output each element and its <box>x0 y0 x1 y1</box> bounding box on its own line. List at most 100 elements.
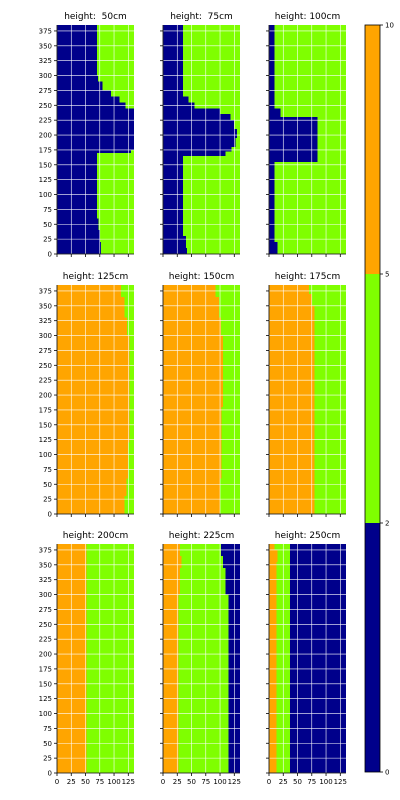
panel-title: height: 250cm <box>275 531 340 541</box>
y-tick-label: 275 <box>39 347 52 355</box>
heatmap-cell <box>221 406 240 479</box>
heatmap-cell <box>127 317 134 336</box>
x-tick-label: 100 <box>107 778 120 786</box>
colorbar-tick-label: 2 <box>385 520 389 528</box>
panel-title: height: 75cm <box>170 12 233 22</box>
y-tick-label: 200 <box>39 392 52 400</box>
x-tick-label: 125 <box>334 778 347 786</box>
colorbar-segment <box>365 274 380 523</box>
heatmap-cell <box>163 96 189 103</box>
colorbar-frame <box>364 24 381 773</box>
y-tick-label: 225 <box>39 636 52 644</box>
heatmap-cell <box>57 335 130 443</box>
heatmap-cell <box>237 129 240 139</box>
y-tick-label: 350 <box>39 561 52 569</box>
y-tick-label: 0 <box>48 770 52 778</box>
y-tick-label: 125 <box>39 176 52 184</box>
heatmap-cell <box>126 478 134 497</box>
colorbar-tick-label: 0 <box>385 769 389 777</box>
y-tick-label: 100 <box>39 451 52 459</box>
panel-title: height: 225cm <box>169 531 234 541</box>
heatmap-cell <box>290 544 346 550</box>
panel-title: height: 50cm <box>64 12 127 22</box>
x-tick-label: 50 <box>293 778 302 786</box>
y-tick-label: 250 <box>39 102 52 110</box>
x-tick-label: 100 <box>213 778 226 786</box>
x-tick-label: 50 <box>81 778 90 786</box>
panel-1: 0 25 50 75 100 125 150 175 200 225 250 275 300 325 350… <box>39 12 134 259</box>
heatmap-cell <box>57 108 134 150</box>
heatmap-cell <box>269 161 275 243</box>
panel-title: height: 100cm <box>275 12 340 22</box>
heatmap-cell <box>269 561 277 773</box>
heatmap-cell <box>163 555 182 568</box>
heatmap-cell <box>220 478 240 514</box>
y-tick-label: 50 <box>43 481 52 489</box>
y-tick-label: 0 <box>48 511 52 519</box>
heatmap-cell <box>222 335 240 407</box>
x-tick-label: 75 <box>307 778 316 786</box>
heatmap-cell <box>234 120 240 130</box>
y-tick-label: 375 <box>39 546 52 554</box>
heatmap-cell <box>57 496 125 514</box>
x-tick-label: 0 <box>161 778 165 786</box>
heatmap-cell <box>102 81 134 91</box>
y-tick-label: 0 <box>48 251 52 259</box>
heatmap-cell <box>163 236 186 249</box>
heatmap-cell <box>225 151 240 156</box>
panel-6: height: 175cm <box>266 272 346 517</box>
heatmap-cell <box>57 230 100 243</box>
heatmap-cell <box>124 296 134 318</box>
heatmap-cell <box>163 335 223 407</box>
heatmap-cell <box>269 285 309 294</box>
panel-title: height: 175cm <box>275 272 340 282</box>
heatmap-cell <box>269 293 312 306</box>
y-tick-label: 75 <box>43 466 52 474</box>
panel-5: height: 150cm <box>160 272 240 517</box>
heatmap-cell <box>57 25 97 76</box>
heatmap-cell <box>269 108 281 118</box>
heatmap-cell <box>96 152 134 219</box>
colorbar-tick-label: 10 <box>385 22 394 30</box>
heatmap-cell <box>98 75 134 82</box>
y-tick-label: 100 <box>39 191 52 199</box>
y-tick-label: 300 <box>39 591 52 599</box>
heatmap-cell <box>180 567 226 595</box>
y-tick-label: 25 <box>43 496 52 504</box>
y-tick-label: 350 <box>39 302 52 310</box>
heatmap-cell <box>163 155 183 237</box>
heatmap-cell <box>181 555 223 568</box>
heatmap-cell <box>277 549 291 562</box>
x-tick-label: 75 <box>95 778 104 786</box>
heatmap-cell <box>230 114 240 121</box>
heatmap-cell <box>290 549 346 562</box>
x-tick-label: 25 <box>279 778 288 786</box>
colorbar-segment <box>365 523 380 772</box>
y-tick-label: 300 <box>39 72 52 80</box>
colorbar-segment <box>365 25 380 274</box>
y-tick-label: 350 <box>39 42 52 50</box>
heatmap-cell <box>290 561 346 773</box>
heatmap-cell <box>119 96 134 103</box>
x-tick-label: 125 <box>228 778 241 786</box>
panel-3: height: 100cm <box>266 12 346 257</box>
heatmap-cell <box>218 296 240 318</box>
heatmap-cell <box>269 242 278 254</box>
y-tick-label: 375 <box>39 27 52 35</box>
heatmap-cell <box>269 25 275 109</box>
heatmap-cell <box>163 138 236 147</box>
heatmap-cell <box>221 317 240 336</box>
y-tick-label: 325 <box>39 57 52 65</box>
heatmap-cell <box>163 151 226 156</box>
heatmap-cell <box>274 544 291 550</box>
y-tick-label: 325 <box>39 576 52 584</box>
heatmap-cell <box>188 96 240 103</box>
panel-7: 0255075100125150175200225250275300325350… <box>39 531 135 786</box>
heatmap-cell <box>100 242 134 254</box>
panel-4: 0 25 50 75 100 125 150 175 200 225 250 275 300 325 350… <box>39 272 134 519</box>
heatmap-cell <box>225 567 240 595</box>
heatmap-cell <box>274 161 346 243</box>
y-tick-label: 325 <box>39 317 52 325</box>
y-tick-label: 150 <box>39 680 52 688</box>
